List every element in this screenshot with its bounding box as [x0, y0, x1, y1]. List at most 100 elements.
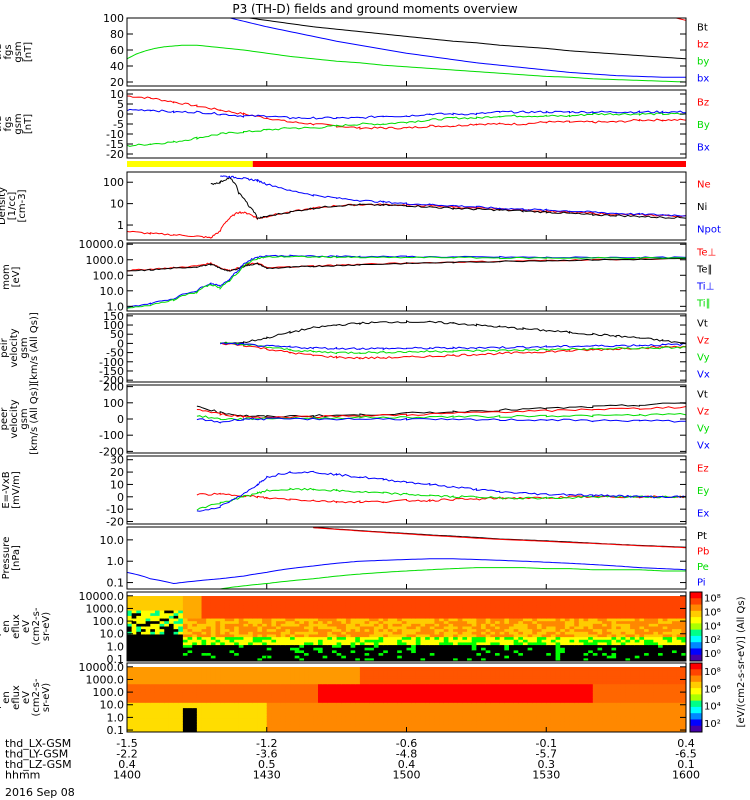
heatmap-cell — [550, 637, 557, 641]
y-tick-label: 200 — [103, 381, 124, 394]
heatmap-cell — [359, 681, 366, 685]
heatmap-cell — [192, 697, 198, 701]
heatmap-cell — [415, 599, 421, 604]
heatmap-cell — [336, 692, 342, 696]
heatmap-cell — [131, 689, 137, 693]
heatmap-cell — [317, 645, 324, 649]
heatmap-cell — [527, 594, 533, 598]
heatmap-cell — [518, 626, 524, 630]
heatmap-cell — [564, 613, 571, 617]
heatmap-cell — [173, 647, 179, 651]
heatmap-cell — [140, 702, 147, 706]
heatmap-cell — [201, 692, 207, 696]
heatmap-cell — [443, 637, 449, 641]
heatmap-cell — [127, 615, 133, 620]
heatmap-cell — [238, 647, 244, 651]
heatmap-cell — [276, 697, 282, 701]
heatmap-cell — [215, 623, 221, 627]
heatmap-cell — [285, 676, 291, 680]
heatmap-cell — [327, 658, 333, 661]
heatmap-cell — [285, 724, 291, 728]
heatmap-cell — [536, 597, 543, 601]
heatmap-cell — [285, 692, 291, 696]
heatmap-cell — [373, 665, 380, 669]
heatmap-cell — [662, 658, 668, 661]
heatmap-cell — [280, 697, 286, 701]
heatmap-cell — [387, 718, 394, 722]
heatmap-cell — [234, 686, 240, 691]
heatmap-cell — [150, 697, 156, 701]
heatmap-cell — [578, 658, 585, 661]
heatmap-cell — [201, 653, 207, 657]
heatmap-cell — [136, 678, 142, 683]
heatmap-cell — [276, 602, 282, 606]
heatmap-cell — [187, 655, 193, 659]
heatmap-cell — [154, 670, 161, 675]
heatmap-cell — [644, 629, 650, 633]
heatmap-cell — [508, 629, 515, 633]
heatmap-cell — [276, 626, 282, 630]
heatmap-cell — [308, 605, 314, 609]
heatmap-cell — [355, 639, 361, 643]
heatmap-cell — [257, 689, 263, 693]
heatmap-cell — [140, 631, 147, 635]
heatmap-cell — [224, 726, 230, 730]
heatmap-cell — [625, 602, 631, 606]
heatmap-cell — [294, 605, 300, 609]
heatmap-cell — [145, 694, 151, 698]
heatmap-cell — [406, 639, 412, 643]
heatmap-cell — [658, 623, 664, 627]
heatmap-cell — [131, 676, 137, 680]
heatmap-cell — [322, 716, 328, 720]
heatmap-cell — [220, 684, 226, 688]
heatmap-cell — [285, 653, 291, 657]
heatmap-cell — [192, 665, 198, 669]
heatmap-cell — [257, 605, 263, 609]
heatmap-cell — [434, 618, 440, 622]
heatmap-cell — [304, 676, 310, 680]
heatmap-cell — [508, 645, 515, 649]
heatmap-cell — [345, 626, 352, 630]
heatmap-cell — [229, 658, 235, 661]
heatmap-cell — [364, 621, 370, 625]
heatmap-cell — [527, 650, 533, 654]
heatmap-cell — [154, 605, 161, 609]
heatmap-cell — [439, 658, 445, 661]
heatmap-cell — [196, 621, 203, 625]
y-tick-label: 60 — [110, 44, 124, 57]
heatmap-cell — [206, 613, 212, 617]
heatmap-cell — [532, 610, 538, 614]
heatmap-cell — [667, 623, 673, 627]
heatmap-cell — [592, 639, 598, 643]
heatmap-cell — [630, 647, 636, 651]
heatmap-cell — [187, 613, 193, 617]
heatmap-cell — [248, 702, 254, 706]
heatmap-cell — [630, 658, 636, 661]
heatmap-cell — [336, 718, 342, 722]
heatmap-cell — [518, 637, 524, 641]
heatmap-cell — [453, 599, 459, 604]
heatmap-cell — [164, 692, 170, 696]
heatmap-cell — [373, 692, 380, 696]
heatmap-cell — [355, 637, 361, 641]
heatmap-cell — [182, 615, 189, 620]
heatmap-cell — [234, 673, 240, 677]
heatmap-cell — [522, 639, 529, 643]
heatmap-cell — [154, 702, 161, 706]
heatmap-cell — [210, 705, 217, 709]
heatmap-cell — [630, 618, 636, 622]
heatmap-cell — [387, 642, 394, 646]
heatmap-cell — [154, 724, 161, 728]
heatmap-cell — [681, 615, 686, 620]
heatmap-cell — [457, 653, 463, 657]
heatmap-cell — [508, 597, 515, 601]
heatmap-cell — [425, 653, 431, 657]
heatmap-cell — [485, 597, 491, 601]
heatmap-cell — [364, 613, 370, 617]
heatmap-cell — [252, 610, 258, 614]
heatmap-cell — [164, 684, 170, 688]
heatmap-cell — [150, 645, 156, 649]
heatmap-cell — [588, 626, 594, 630]
heatmap-cell — [220, 599, 226, 604]
heatmap-cell — [276, 694, 282, 698]
